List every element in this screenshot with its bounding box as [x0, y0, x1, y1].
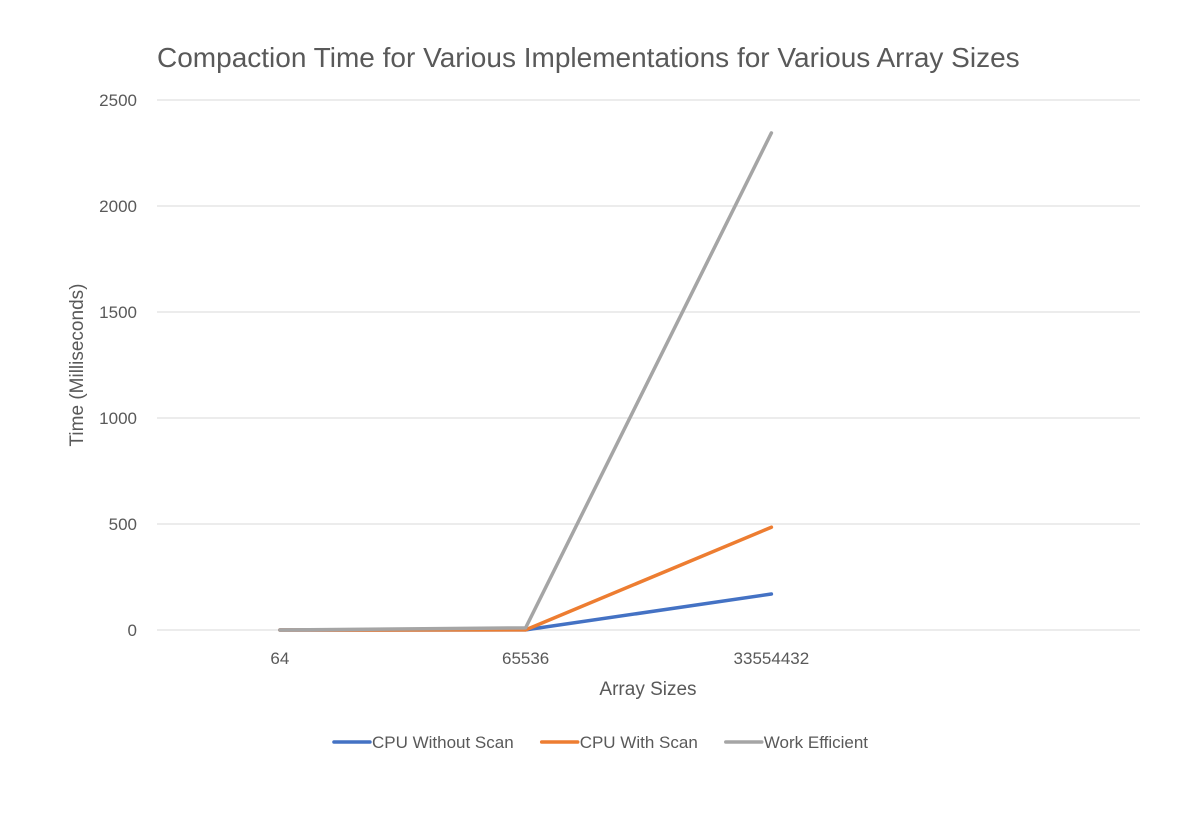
y-tick-label: 1500 — [99, 303, 137, 322]
y-tick-label: 1000 — [99, 409, 137, 428]
y-tick-label: 2500 — [99, 91, 137, 110]
series-line-2 — [278, 525, 774, 632]
x-axis-title: Array Sizes — [599, 679, 696, 700]
x-axis-tick-labels: 64 65536 33554432 — [270, 649, 809, 668]
y-axis-title: Time (Milliseconds) — [67, 284, 88, 447]
series-lines — [278, 131, 774, 632]
series-line-3 — [278, 131, 774, 632]
y-axis-tick-labels: 0 500 1000 1500 2000 2500 — [99, 91, 137, 640]
legend-label: CPU Without Scan — [372, 733, 514, 752]
y-tick-label: 0 — [128, 621, 137, 640]
legend-label: CPU With Scan — [580, 733, 698, 752]
x-tick-label: 64 — [270, 649, 289, 668]
x-tick-label: 33554432 — [734, 649, 810, 668]
y-tick-label: 500 — [109, 515, 137, 534]
y-tick-label: 2000 — [99, 197, 137, 216]
legend: CPU Without Scan CPU With Scan Work Effici… — [332, 733, 869, 752]
chart-title: Compaction Time for Various Implementati… — [157, 42, 1020, 73]
gridlines — [157, 99, 1140, 631]
x-tick-label: 65536 — [502, 649, 549, 668]
legend-label: Work Efficient — [764, 733, 869, 752]
